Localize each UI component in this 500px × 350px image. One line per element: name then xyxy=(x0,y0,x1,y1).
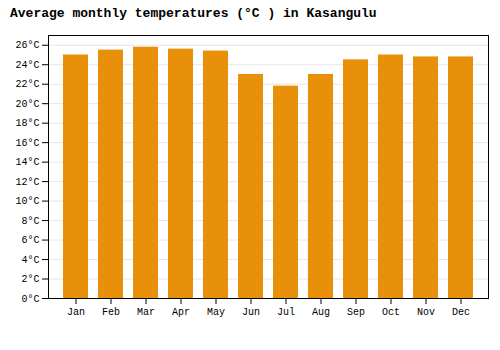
svg-text:Sep: Sep xyxy=(347,307,365,318)
svg-text:18°C: 18°C xyxy=(15,118,39,129)
svg-text:22°C: 22°C xyxy=(15,79,39,90)
svg-text:Mar: Mar xyxy=(137,307,155,318)
svg-text:12°C: 12°C xyxy=(15,177,39,188)
svg-text:20°C: 20°C xyxy=(15,99,39,110)
svg-text:6°C: 6°C xyxy=(21,235,39,246)
html-text:Average monthly temperatures (: Average monthly temperatures (°C ) in Ka… xyxy=(10,6,377,21)
svg-text:0°C: 0°C xyxy=(21,294,39,305)
svg-text:16°C: 16°C xyxy=(15,138,39,149)
svg-text:Oct: Oct xyxy=(382,307,400,318)
svg-text:May: May xyxy=(207,307,225,318)
svg-text:Nov: Nov xyxy=(417,307,435,318)
svg-text:Feb: Feb xyxy=(102,307,120,318)
svg-text:Aug: Aug xyxy=(312,307,330,318)
svg-text:Dec: Dec xyxy=(452,307,470,318)
svg-text:Apr: Apr xyxy=(172,307,190,318)
svg-text:Jun: Jun xyxy=(242,307,260,318)
svg-text:2°C: 2°C xyxy=(21,274,39,285)
svg-text:8°C: 8°C xyxy=(21,216,39,227)
svg-text:Jul: Jul xyxy=(277,307,295,318)
svg-text:24°C: 24°C xyxy=(15,60,39,71)
svg-text:14°C: 14°C xyxy=(15,157,39,168)
svg-text:Jan: Jan xyxy=(67,307,85,318)
svg-text:10°C: 10°C xyxy=(15,196,39,207)
svg-text:26°C: 26°C xyxy=(15,40,39,51)
svg-text:4°C: 4°C xyxy=(21,255,39,266)
